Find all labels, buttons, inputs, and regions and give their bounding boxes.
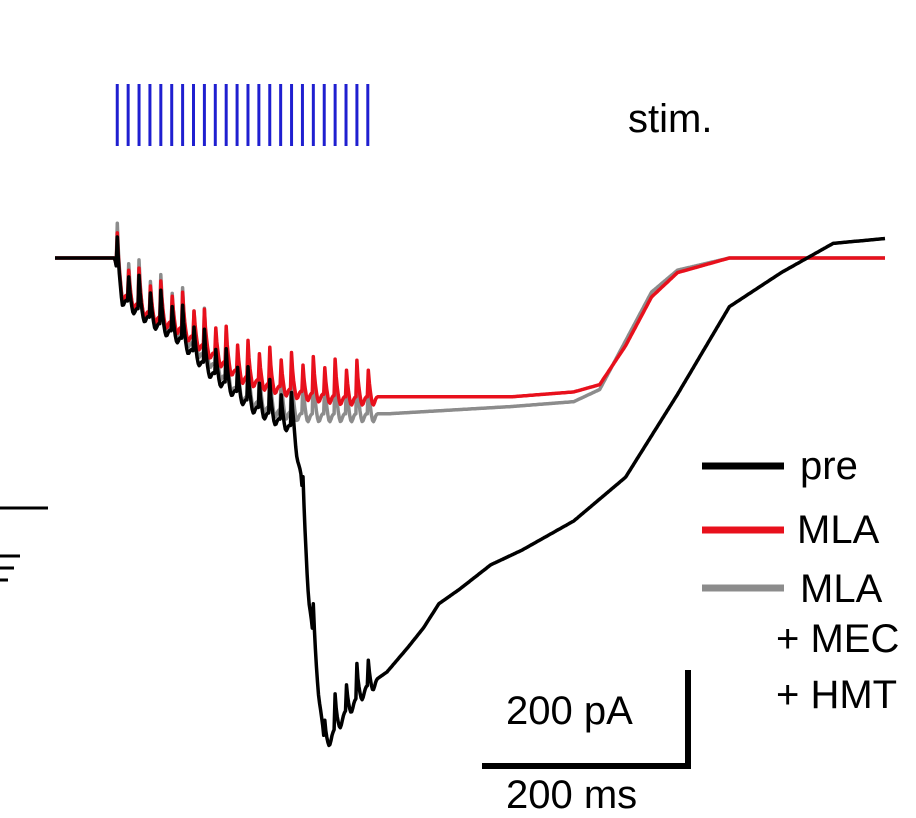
trace-pre [54,235,886,748]
stimulus-label: stim. [628,97,712,141]
scale-bar-time-label: 200 ms [506,773,637,817]
legend-label-mla-mec-hmt-2: + MEC [776,617,899,661]
legend-label-pre: pre [800,444,858,488]
trace-mla [54,231,886,407]
legend: pre MLA MLA + MEC + HMT [702,444,899,717]
stimulus-markers [115,84,370,146]
scale-bar-current-label: 200 pA [506,689,633,733]
legend-label-mla-mec-hmt-3: + HMT [776,673,897,717]
legend-label-mla-mec-hmt-1: MLA [800,567,883,611]
traces-group [54,221,886,748]
trace-mla-mec-hmt [54,221,886,424]
scale-bar: 200 pA 200 ms [482,670,691,817]
legend-label-mla: MLA [797,508,880,552]
left-edge-marks [0,506,48,582]
